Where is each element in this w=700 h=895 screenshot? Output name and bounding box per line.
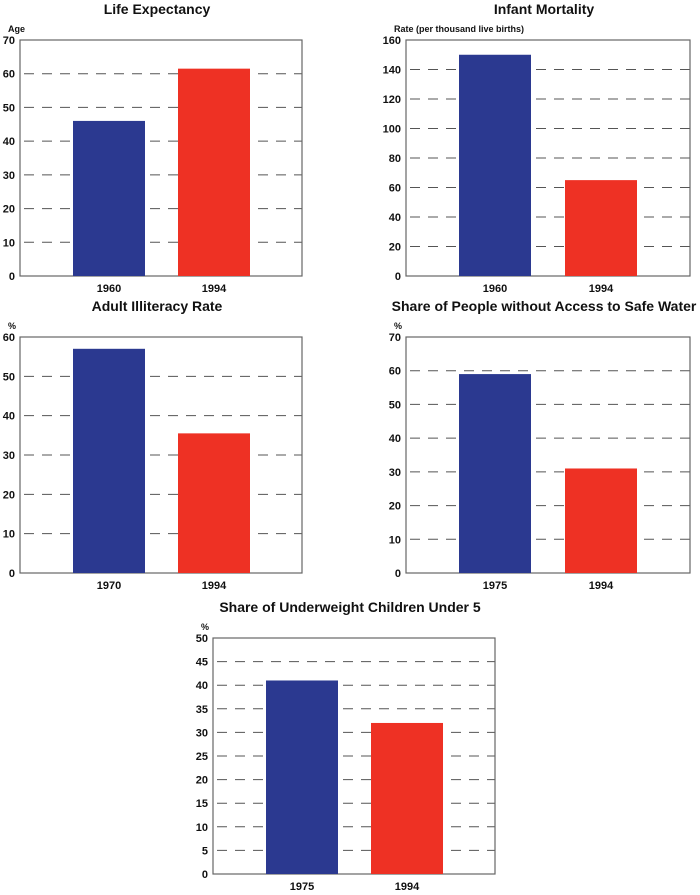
y-tick-label: 50 <box>3 102 15 114</box>
y-axis-label: Rate (per thousand live births) <box>394 24 524 34</box>
y-tick-label: 50 <box>389 399 401 411</box>
x-tick-label: 1970 <box>97 580 121 592</box>
y-tick-label: 30 <box>3 170 15 182</box>
bar-1994 <box>565 468 637 573</box>
y-tick-label: 0 <box>202 869 208 881</box>
y-tick-label: 0 <box>9 568 15 580</box>
plot-frame <box>19 336 303 574</box>
bar-1960 <box>459 54 531 276</box>
y-axis-label: % <box>201 622 209 632</box>
y-tick-label: 20 <box>3 204 15 216</box>
y-tick-label: 40 <box>3 411 15 423</box>
x-tick-label: 1975 <box>483 580 507 592</box>
y-axis-label: Age <box>8 24 25 34</box>
y-tick-label: 10 <box>3 237 15 249</box>
chart-title: Share of People without Access to Safe W… <box>392 298 697 314</box>
y-tick-label: 0 <box>9 271 15 283</box>
y-tick-label: 10 <box>3 529 15 541</box>
x-tick-label: 1994 <box>395 881 420 893</box>
bar-1960 <box>73 120 145 277</box>
bar-1975 <box>459 374 531 573</box>
y-tick-label: 20 <box>389 242 401 254</box>
y-tick-label: 70 <box>3 35 15 47</box>
y-tick-label: 140 <box>383 65 401 77</box>
y-tick-label: 60 <box>3 69 15 81</box>
y-tick-label: 50 <box>196 633 208 645</box>
chart-title: Share of Underweight Children Under 5 <box>219 599 481 615</box>
y-tick-label: 0 <box>395 271 401 283</box>
bar-1994 <box>371 722 443 874</box>
y-tick-label: 120 <box>383 94 401 106</box>
chart-title: Life Expectancy <box>104 1 211 17</box>
x-tick-label: 1960 <box>97 283 121 295</box>
y-axis-label: % <box>394 321 402 331</box>
chart-title: Adult Illiteracy Rate <box>92 298 223 314</box>
y-tick-label: 60 <box>389 183 401 195</box>
y-tick-label: 30 <box>196 727 208 739</box>
x-tick-label: 1975 <box>290 881 314 893</box>
y-tick-label: 5 <box>202 845 208 857</box>
y-tick-label: 60 <box>389 366 401 378</box>
y-tick-label: 25 <box>196 751 208 763</box>
y-tick-label: 40 <box>389 212 401 224</box>
y-tick-label: 35 <box>196 704 208 716</box>
bar-1994 <box>178 433 250 573</box>
x-tick-label: 1960 <box>483 283 507 295</box>
y-tick-label: 20 <box>3 489 15 501</box>
plot-frame <box>405 39 691 277</box>
y-tick-label: 15 <box>196 798 208 810</box>
y-tick-label: 80 <box>389 153 401 165</box>
y-tick-label: 40 <box>196 680 208 692</box>
bar-1994 <box>178 68 250 277</box>
plot-frame <box>19 39 303 277</box>
bar-1970 <box>73 348 145 573</box>
y-tick-label: 100 <box>383 124 401 136</box>
y-tick-label: 160 <box>383 35 401 47</box>
y-tick-label: 30 <box>389 467 401 479</box>
y-tick-label: 30 <box>3 450 15 462</box>
y-tick-label: 20 <box>196 775 208 787</box>
bar-1975 <box>266 680 338 874</box>
y-tick-label: 60 <box>3 332 15 344</box>
x-tick-label: 1994 <box>589 580 614 592</box>
bar-1994 <box>565 180 637 276</box>
y-tick-label: 40 <box>3 136 15 148</box>
y-tick-label: 10 <box>196 822 208 834</box>
y-axis-label: % <box>8 321 16 331</box>
y-tick-label: 0 <box>395 568 401 580</box>
x-tick-label: 1994 <box>202 580 227 592</box>
y-tick-label: 45 <box>196 657 208 669</box>
x-tick-label: 1994 <box>589 283 614 295</box>
plot-frame <box>212 637 496 875</box>
y-tick-label: 20 <box>389 501 401 513</box>
y-tick-label: 40 <box>389 433 401 445</box>
x-tick-label: 1994 <box>202 283 227 295</box>
y-tick-label: 70 <box>389 332 401 344</box>
y-tick-label: 10 <box>389 534 401 546</box>
chart-title: Infant Mortality <box>494 1 595 17</box>
y-tick-label: 50 <box>3 371 15 383</box>
plot-frame <box>405 336 691 574</box>
